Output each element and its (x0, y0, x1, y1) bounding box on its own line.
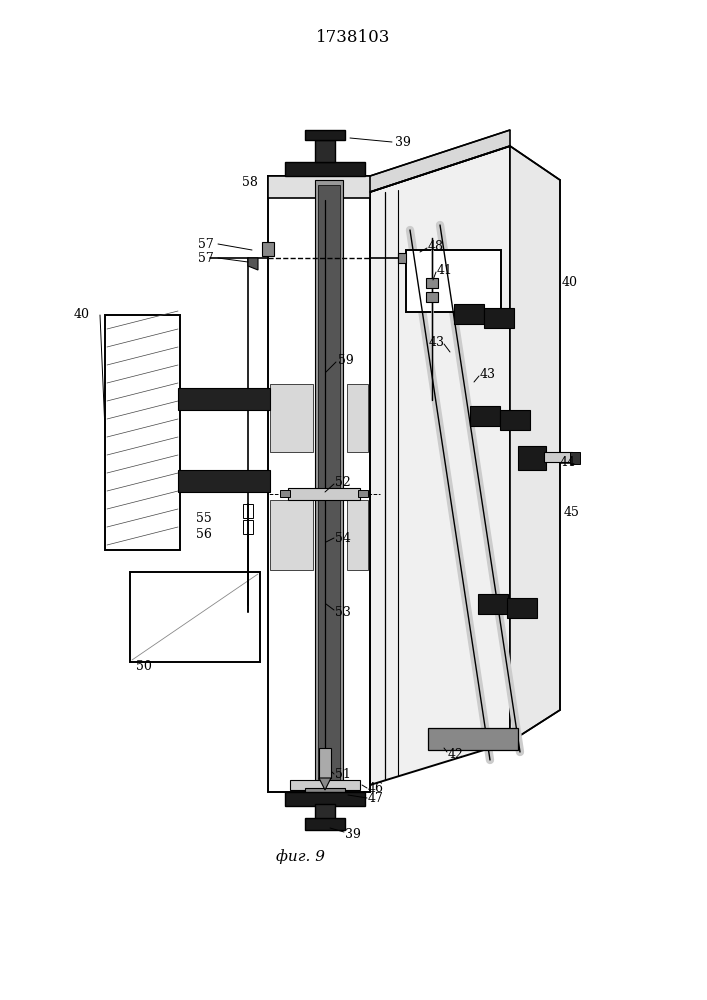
Bar (315, 804, 335, 820)
Text: фиг. 9: фиг. 9 (276, 850, 325, 864)
Polygon shape (268, 130, 510, 192)
Bar (243, 520, 253, 534)
Bar (285, 162, 365, 176)
Text: 1738103: 1738103 (316, 28, 390, 45)
Bar (428, 728, 518, 750)
Polygon shape (510, 146, 560, 742)
Text: 41: 41 (437, 263, 453, 276)
Text: 50: 50 (136, 660, 152, 672)
Text: 43: 43 (480, 367, 496, 380)
Bar (398, 253, 406, 263)
Text: 59: 59 (338, 354, 354, 366)
Polygon shape (248, 258, 258, 270)
Text: 58: 58 (242, 176, 258, 188)
Bar (130, 572, 260, 662)
Text: 47: 47 (368, 792, 384, 804)
Bar (478, 594, 508, 614)
Text: 42: 42 (448, 748, 464, 760)
Bar (454, 304, 484, 324)
Text: 44: 44 (560, 456, 576, 468)
Text: 55: 55 (197, 512, 212, 524)
Bar (305, 818, 345, 830)
Text: 39: 39 (395, 135, 411, 148)
Bar (178, 388, 270, 410)
Bar (268, 176, 370, 198)
Bar (518, 446, 546, 470)
Bar (288, 488, 360, 500)
Text: 57: 57 (198, 251, 214, 264)
Bar (347, 500, 368, 570)
Text: 54: 54 (335, 532, 351, 544)
Bar (305, 788, 345, 798)
Text: 57: 57 (198, 237, 214, 250)
Text: 40: 40 (74, 308, 90, 322)
Bar (285, 792, 365, 806)
Text: 39: 39 (345, 828, 361, 840)
Bar (305, 130, 345, 140)
Bar (544, 452, 572, 462)
Bar (426, 292, 438, 302)
Text: 43: 43 (429, 336, 445, 349)
Bar (315, 140, 335, 162)
Bar (426, 278, 438, 288)
Text: 51: 51 (335, 768, 351, 780)
Text: 48: 48 (428, 239, 444, 252)
Bar (262, 242, 274, 256)
Bar (319, 748, 331, 778)
Bar (318, 185, 340, 780)
Bar (484, 308, 514, 328)
Bar (105, 315, 180, 550)
Bar (570, 452, 580, 464)
Text: 45: 45 (564, 506, 580, 518)
Bar (268, 176, 370, 792)
Bar (500, 410, 530, 430)
Bar (347, 384, 368, 452)
Bar (280, 490, 290, 497)
Bar (290, 780, 360, 790)
Text: 52: 52 (335, 476, 351, 488)
Text: 46: 46 (368, 782, 384, 794)
Text: 53: 53 (335, 605, 351, 618)
Bar (470, 406, 500, 426)
Text: 40: 40 (562, 275, 578, 288)
Bar (406, 250, 501, 312)
Bar (270, 500, 313, 570)
Bar (507, 598, 537, 618)
Bar (270, 384, 313, 452)
Bar (243, 504, 253, 518)
Polygon shape (370, 146, 510, 785)
Bar (315, 180, 343, 785)
Text: 56: 56 (196, 528, 212, 540)
Bar (358, 490, 368, 497)
Bar (178, 470, 270, 492)
Polygon shape (319, 778, 331, 790)
